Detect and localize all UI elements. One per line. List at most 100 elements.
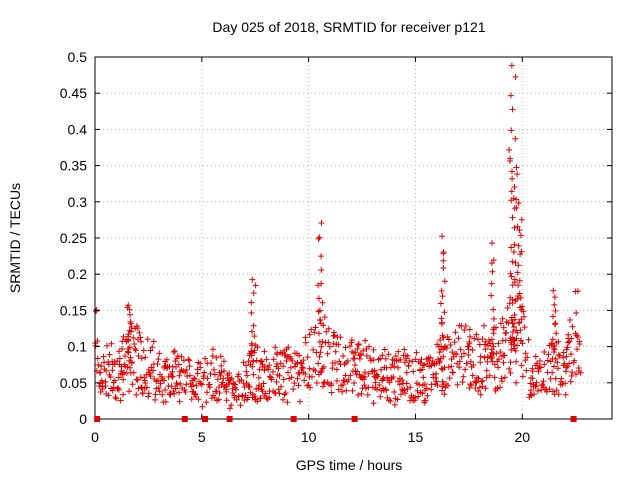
data-point <box>363 352 370 359</box>
data-point <box>485 337 492 344</box>
data-point <box>514 223 521 230</box>
data-point <box>513 379 520 386</box>
data-point <box>531 391 537 398</box>
data-point <box>256 366 263 373</box>
data-point <box>133 391 140 398</box>
data-point <box>210 346 217 353</box>
data-point <box>488 260 495 267</box>
data-point <box>399 377 406 384</box>
data-point <box>488 292 495 299</box>
data-point <box>507 92 514 99</box>
data-point <box>116 355 123 362</box>
data-point <box>445 382 452 389</box>
data-point <box>552 375 559 382</box>
data-point <box>191 376 198 383</box>
data-point <box>488 280 495 287</box>
data-point <box>488 346 495 353</box>
data-point <box>92 342 99 349</box>
data-point <box>466 326 473 333</box>
data-point <box>315 235 322 242</box>
data-point <box>568 372 575 379</box>
data-point <box>284 399 291 406</box>
data-point <box>433 360 440 367</box>
data-point <box>517 232 524 239</box>
data-point <box>99 383 106 390</box>
data-point <box>566 316 573 323</box>
data-point <box>573 309 580 316</box>
data-point <box>392 352 399 359</box>
data-point <box>378 366 385 373</box>
data-point <box>490 330 497 337</box>
data-point <box>575 364 582 371</box>
data-point <box>383 387 390 394</box>
y-tick-label: 0.4 <box>68 121 88 137</box>
data-point <box>108 340 115 347</box>
data-point <box>290 386 297 393</box>
data-point <box>263 356 270 363</box>
data-point <box>117 397 124 404</box>
data-point <box>306 331 313 338</box>
data-point <box>302 334 309 341</box>
data-point <box>441 278 448 285</box>
axis-ticks: 0 0.05 0.1 0.15 0.2 0.25 0.3 0.35 0.4 0.45 0.5 0 5 10… <box>60 49 612 445</box>
data-point <box>449 369 456 376</box>
data-point <box>336 358 343 365</box>
grid-lines <box>95 57 612 419</box>
data-point <box>549 313 556 320</box>
data-point <box>509 175 516 182</box>
data-point <box>335 341 342 348</box>
y-tick-label: 0.5 <box>68 49 88 65</box>
data-point <box>377 393 384 400</box>
data-point <box>424 392 431 399</box>
data-point <box>436 349 443 356</box>
data-point <box>472 379 479 386</box>
data-point <box>469 372 476 379</box>
data-point <box>511 324 518 331</box>
data-point <box>445 336 452 343</box>
y-axis-label: SRMTID / TECUs <box>7 183 23 293</box>
data-point <box>318 266 325 273</box>
data-point <box>491 374 498 381</box>
data-point <box>574 333 581 340</box>
data-point <box>518 306 525 313</box>
data-point <box>172 385 179 392</box>
data-point <box>438 287 445 294</box>
data-point <box>529 375 536 382</box>
data-point <box>455 335 462 342</box>
data-point <box>311 329 318 336</box>
data-point <box>479 377 486 384</box>
data-point <box>407 384 414 391</box>
data-point <box>233 396 240 403</box>
data-point <box>152 391 159 398</box>
data-point <box>508 244 515 251</box>
data-point <box>113 395 120 402</box>
data-point <box>126 364 133 371</box>
data-point <box>482 385 489 392</box>
data-point <box>332 348 339 355</box>
data-point <box>276 390 283 397</box>
data-point <box>540 378 547 385</box>
data-point <box>439 233 446 240</box>
data-point <box>433 370 440 377</box>
data-point <box>213 388 220 395</box>
data-point <box>391 401 398 408</box>
data-point <box>370 400 377 407</box>
data-point <box>507 294 514 301</box>
data-point <box>188 396 195 403</box>
data-point <box>124 348 131 355</box>
data-point <box>214 376 221 383</box>
data-point <box>197 380 204 387</box>
data-point <box>439 387 446 394</box>
data-point <box>360 347 367 354</box>
data-point <box>249 328 256 335</box>
data-point <box>467 358 474 365</box>
data-point <box>118 367 125 374</box>
data-point <box>127 311 134 318</box>
data-point <box>477 353 484 360</box>
data-point <box>135 353 142 360</box>
data-point <box>461 350 468 357</box>
data-point <box>156 350 163 357</box>
data-point <box>394 396 401 403</box>
data-point <box>513 335 520 342</box>
data-point <box>536 358 543 365</box>
